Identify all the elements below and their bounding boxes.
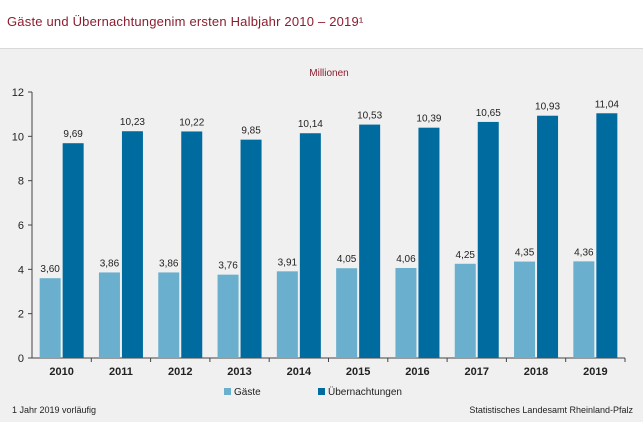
data-label-uebernachtungen: 10,14 [298,119,323,130]
x-tick-label: 2017 [465,366,489,378]
chart-header: Gäste und Übernachtungenim ersten Halbja… [0,0,643,49]
bar-gaeste [514,261,536,358]
data-label-gaeste: 3,60 [40,264,60,275]
y-tick-label: 6 [18,220,24,232]
unit-label: Millionen [309,68,348,79]
legend-swatch-uebernachtungen [318,388,325,395]
y-tick-label: 12 [12,87,24,99]
x-tick-label: 2012 [168,366,192,378]
y-tick-label: 10 [12,131,24,143]
bar-uebernachtungen [62,143,84,358]
x-tick-label: 2013 [227,366,251,378]
legend-label-gaeste: Gäste [234,387,261,398]
chart-title: Gäste und Übernachtungenim ersten Halbja… [7,14,364,29]
data-label-gaeste: 3,86 [100,258,120,269]
bar-gaeste [217,274,239,358]
data-label-gaeste: 3,76 [218,261,238,272]
data-label-gaeste: 3,86 [159,258,179,269]
data-label-uebernachtungen: 10,22 [179,117,204,128]
x-tick-label: 2014 [287,366,312,378]
bar-gaeste [573,261,595,358]
bar-gaeste [276,271,298,358]
data-label-gaeste: 4,35 [515,248,535,259]
data-label-uebernachtungen: 10,23 [120,117,145,128]
bar-gaeste [158,272,180,358]
data-label-uebernachtungen: 10,93 [535,102,560,113]
data-label-gaeste: 4,25 [456,250,476,261]
x-tick-label: 2019 [583,366,607,378]
data-label-uebernachtungen: 9,85 [241,126,261,137]
bar-gaeste [395,268,417,358]
bar-uebernachtungen [181,131,203,358]
data-label-gaeste: 3,91 [278,257,298,268]
data-label-uebernachtungen: 11,04 [595,99,620,110]
legend-label-uebernachtungen: Übernachtungen [328,386,402,398]
x-tick-label: 2011 [109,366,133,378]
data-label-uebernachtungen: 10,53 [357,111,382,122]
y-tick-label: 4 [18,264,24,276]
bar-uebernachtungen [418,127,440,359]
x-tick-label: 2018 [524,366,548,378]
bar-uebernachtungen [537,115,559,359]
source-note: Statistisches Landesamt Rheinland-Pfalz [469,405,633,415]
bar-gaeste [454,263,476,358]
y-tick-label: 2 [18,309,24,321]
bar-uebernachtungen [359,124,381,359]
footnote: 1 Jahr 2019 vorläufig [12,405,97,415]
bar-gaeste [39,278,61,358]
x-tick-label: 2010 [49,366,73,378]
plot-area [0,49,643,422]
data-label-gaeste: 4,36 [574,247,594,258]
data-label-uebernachtungen: 10,39 [416,114,441,125]
bar-gaeste [98,272,120,358]
bar-uebernachtungen [477,121,499,358]
x-tick-label: 2016 [405,366,429,378]
bar-gaeste [336,268,358,358]
data-label-uebernachtungen: 10,65 [476,108,501,119]
bar-uebernachtungen [121,131,143,358]
data-label-uebernachtungen: 9,69 [63,129,83,140]
legend-swatch-gaeste [224,388,231,395]
bar-uebernachtungen [240,139,262,358]
x-tick-label: 2015 [346,366,370,378]
bar-uebernachtungen [299,133,321,358]
bar-uebernachtungen [596,113,618,358]
y-tick-label: 0 [18,353,24,365]
data-label-gaeste: 4,06 [396,254,416,265]
data-label-gaeste: 4,05 [337,254,357,265]
y-tick-label: 8 [18,176,24,188]
